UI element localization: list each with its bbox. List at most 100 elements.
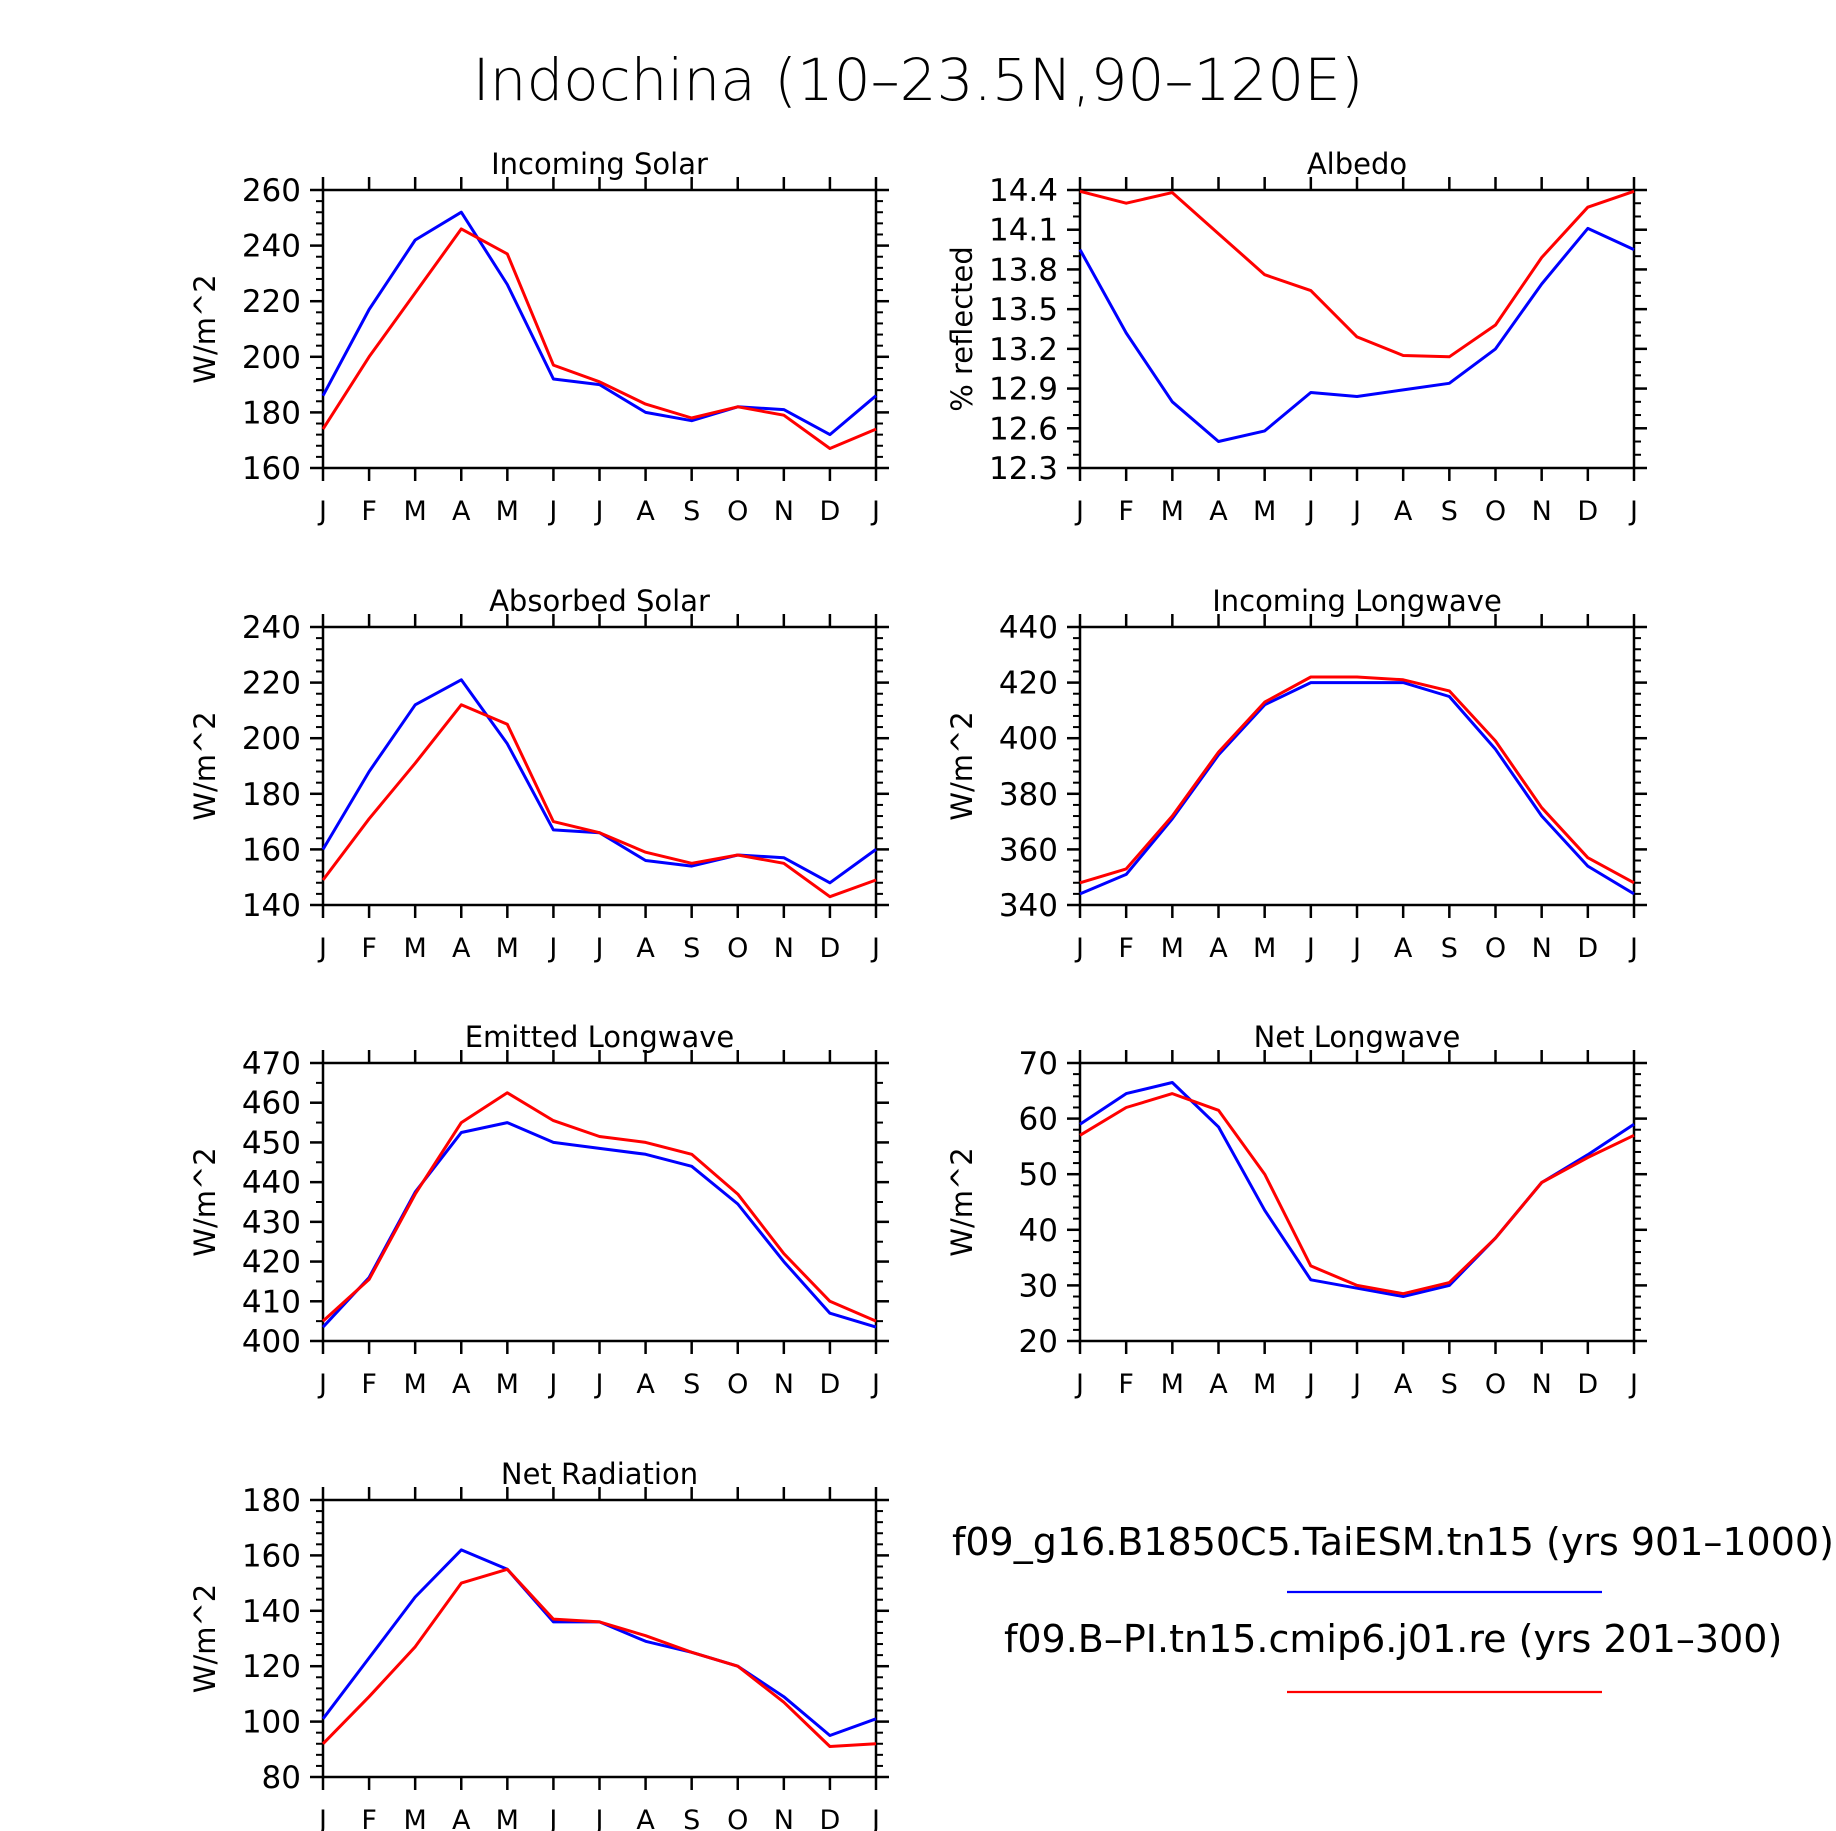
x-tick-label: F <box>1118 1369 1134 1400</box>
y-tick-label: 13.8 <box>989 252 1058 288</box>
y-tick-label: 440 <box>999 610 1058 646</box>
x-tick-label: M <box>496 1805 519 1831</box>
y-axis-label: W/m^2 <box>945 711 979 820</box>
plot-frame <box>1078 188 1636 470</box>
y-tick-label: 450 <box>242 1125 301 1161</box>
series-line-blue <box>1079 681 1635 896</box>
x-tick-label: D <box>820 933 841 964</box>
x-tick-label: N <box>1532 1369 1552 1400</box>
panel-title: Net Longwave <box>1254 1020 1461 1054</box>
series-line-red <box>321 1091 877 1323</box>
x-tick-label: J <box>1074 933 1084 964</box>
legend-label-blue: f09_g16.B1850C5.TaiESM.tn15 (yrs 901–100… <box>952 1520 1834 1564</box>
x-tick-label: N <box>774 1369 794 1400</box>
y-tick-label: 160 <box>242 451 301 487</box>
x-tick-label: M <box>1161 1369 1184 1400</box>
x-tick-label: J <box>1628 933 1638 964</box>
x-tick-label: O <box>1485 933 1506 964</box>
x-tick-label: A <box>1209 933 1228 964</box>
x-tick-label: J <box>547 1805 557 1831</box>
x-tick-label: J <box>594 1805 604 1831</box>
x-tick-label: S <box>683 933 700 964</box>
x-tick-label: A <box>636 496 655 527</box>
x-tick-label: N <box>1532 933 1552 964</box>
x-tick-label: J <box>870 1369 880 1400</box>
y-tick-label: 220 <box>242 666 301 702</box>
x-tick-label: M <box>1161 933 1184 964</box>
y-tick-label: 14.1 <box>989 213 1058 249</box>
y-tick-label: 160 <box>242 1538 301 1574</box>
x-tick-label: N <box>774 496 794 527</box>
x-tick-label: O <box>727 1369 748 1400</box>
plot-frame <box>321 1061 878 1343</box>
panel-title: Emitted Longwave <box>465 1020 735 1054</box>
series-line-red <box>1079 675 1635 885</box>
x-tick-label: S <box>1441 1369 1458 1400</box>
x-tick-label: A <box>452 1805 471 1831</box>
y-tick-label: 50 <box>1019 1157 1058 1193</box>
y-tick-label: 180 <box>242 395 301 431</box>
x-tick-label: J <box>1305 1369 1315 1400</box>
x-tick-label: O <box>727 1805 748 1831</box>
x-tick-label: A <box>1394 496 1413 527</box>
y-tick-label: 340 <box>999 888 1058 924</box>
x-tick-label: J <box>594 933 604 964</box>
x-tick-label: J <box>594 1369 604 1400</box>
x-tick-label: A <box>452 1369 471 1400</box>
plot-frame <box>1078 1061 1636 1343</box>
x-tick-label: M <box>1253 933 1276 964</box>
y-tick-label: 440 <box>242 1165 301 1201</box>
x-tick-label: A <box>636 933 655 964</box>
y-tick-label: 40 <box>1019 1213 1058 1249</box>
y-tick-label: 470 <box>242 1046 301 1082</box>
figure-title: Indochina (10–23.5N,90–120E) <box>473 46 1364 114</box>
x-tick-label: M <box>496 1369 519 1400</box>
series-line-red <box>321 1567 877 1748</box>
plot-frame <box>321 188 878 470</box>
panel-title: Net Radiation <box>501 1457 698 1491</box>
y-tick-label: 13.2 <box>989 332 1058 368</box>
series-line-blue <box>1078 226 1635 443</box>
x-tick-label: J <box>870 933 880 964</box>
x-tick-label: M <box>496 496 519 527</box>
y-tick-label: 20 <box>1019 1324 1058 1360</box>
x-tick-label: J <box>547 933 557 964</box>
y-axis-label: W/m^2 <box>188 711 222 820</box>
x-tick-label: J <box>1351 933 1361 964</box>
x-tick-label: F <box>1118 933 1134 964</box>
x-tick-label: J <box>1074 1369 1084 1400</box>
x-tick-label: O <box>1485 496 1506 527</box>
x-tick-label: O <box>727 496 748 527</box>
series-line-blue <box>321 678 877 885</box>
x-tick-label: A <box>452 933 471 964</box>
x-tick-label: N <box>774 933 794 964</box>
y-tick-label: 200 <box>242 340 301 376</box>
x-tick-label: A <box>1394 933 1413 964</box>
y-axis-label: W/m^2 <box>188 1584 222 1693</box>
plot-frame <box>321 1498 878 1779</box>
series-line-blue <box>321 1121 877 1329</box>
y-tick-label: 220 <box>242 284 301 320</box>
y-axis-label: W/m^2 <box>188 274 222 383</box>
y-tick-label: 140 <box>242 888 301 924</box>
panel-title: Absorbed Solar <box>489 584 710 618</box>
y-tick-label: 200 <box>242 721 301 757</box>
x-tick-label: A <box>1394 1369 1413 1400</box>
y-tick-label: 380 <box>999 777 1058 813</box>
panel-title: Incoming Longwave <box>1212 584 1502 618</box>
y-tick-label: 30 <box>1019 1268 1058 1304</box>
series-line-red <box>321 703 877 899</box>
y-tick-label: 400 <box>999 721 1058 757</box>
y-tick-label: 420 <box>242 1245 301 1281</box>
x-tick-label: D <box>820 1805 841 1831</box>
y-tick-label: 240 <box>242 229 301 265</box>
x-tick-label: A <box>452 496 471 527</box>
x-tick-label: S <box>1441 933 1458 964</box>
x-tick-label: M <box>1161 496 1184 527</box>
